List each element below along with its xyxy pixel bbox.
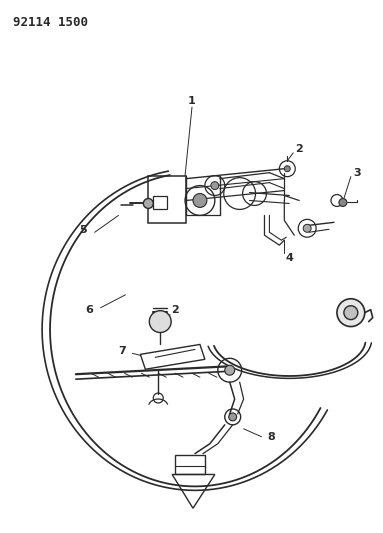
Circle shape [229,413,237,421]
Text: 8: 8 [268,432,275,442]
Text: 2: 2 [171,305,179,314]
Text: 7: 7 [119,346,126,357]
Circle shape [284,166,290,172]
Circle shape [143,198,153,208]
Circle shape [149,311,171,333]
Circle shape [193,193,207,207]
Text: 5: 5 [79,225,87,235]
Circle shape [337,299,365,327]
Text: 6: 6 [85,305,93,314]
Text: 1: 1 [188,96,196,106]
Text: 4: 4 [285,253,293,263]
Circle shape [225,365,235,375]
Text: 92114 1500: 92114 1500 [13,16,88,29]
Text: 2: 2 [295,144,303,154]
Circle shape [339,198,347,206]
Circle shape [303,224,311,232]
Circle shape [211,182,219,190]
Circle shape [344,306,358,320]
Text: 3: 3 [353,168,361,177]
